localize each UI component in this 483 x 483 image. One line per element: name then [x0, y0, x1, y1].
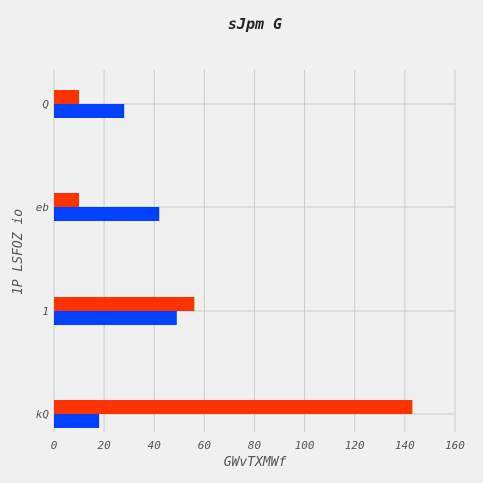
x-tick-label: 140: [395, 439, 415, 452]
bar-series-2-kQ: [54, 400, 413, 414]
x-tick-label: 40: [148, 439, 162, 452]
bar-series-2-eb: [54, 193, 80, 207]
bar-series-2-1: [54, 297, 195, 311]
x-tick-label: 100: [295, 439, 315, 452]
y-tick-label: Q: [42, 98, 49, 111]
bar-series-2-Q: [54, 90, 80, 104]
x-tick-labels: 0 20 40 60 80 100 120 140 160: [51, 439, 466, 452]
bar-series-1-1: [54, 311, 177, 325]
y-axis-label: 1P LSFOZ io: [11, 209, 26, 295]
bar-series-1-kQ: [54, 414, 100, 428]
y-tick-label: 1: [42, 305, 49, 318]
bars: [54, 90, 413, 428]
y-tick-labels: kQ 1 eb Q: [36, 98, 50, 421]
x-tick-label: 0: [51, 439, 58, 452]
x-tick-label: 20: [98, 439, 112, 452]
x-tick-label: 80: [248, 439, 262, 452]
bar-series-1-eb: [54, 207, 160, 221]
y-tick-label: eb: [36, 201, 49, 214]
y-tick-label: kQ: [36, 408, 50, 421]
x-axis-label: GWvTXMWf: [224, 455, 287, 470]
grid: [53, 70, 456, 432]
x-tick-label: 120: [345, 439, 365, 452]
chart-title: sJpm G: [228, 15, 282, 33]
bar-series-1-Q: [54, 104, 125, 118]
x-tick-label: 60: [198, 439, 212, 452]
x-tick-label: 160: [445, 439, 465, 452]
